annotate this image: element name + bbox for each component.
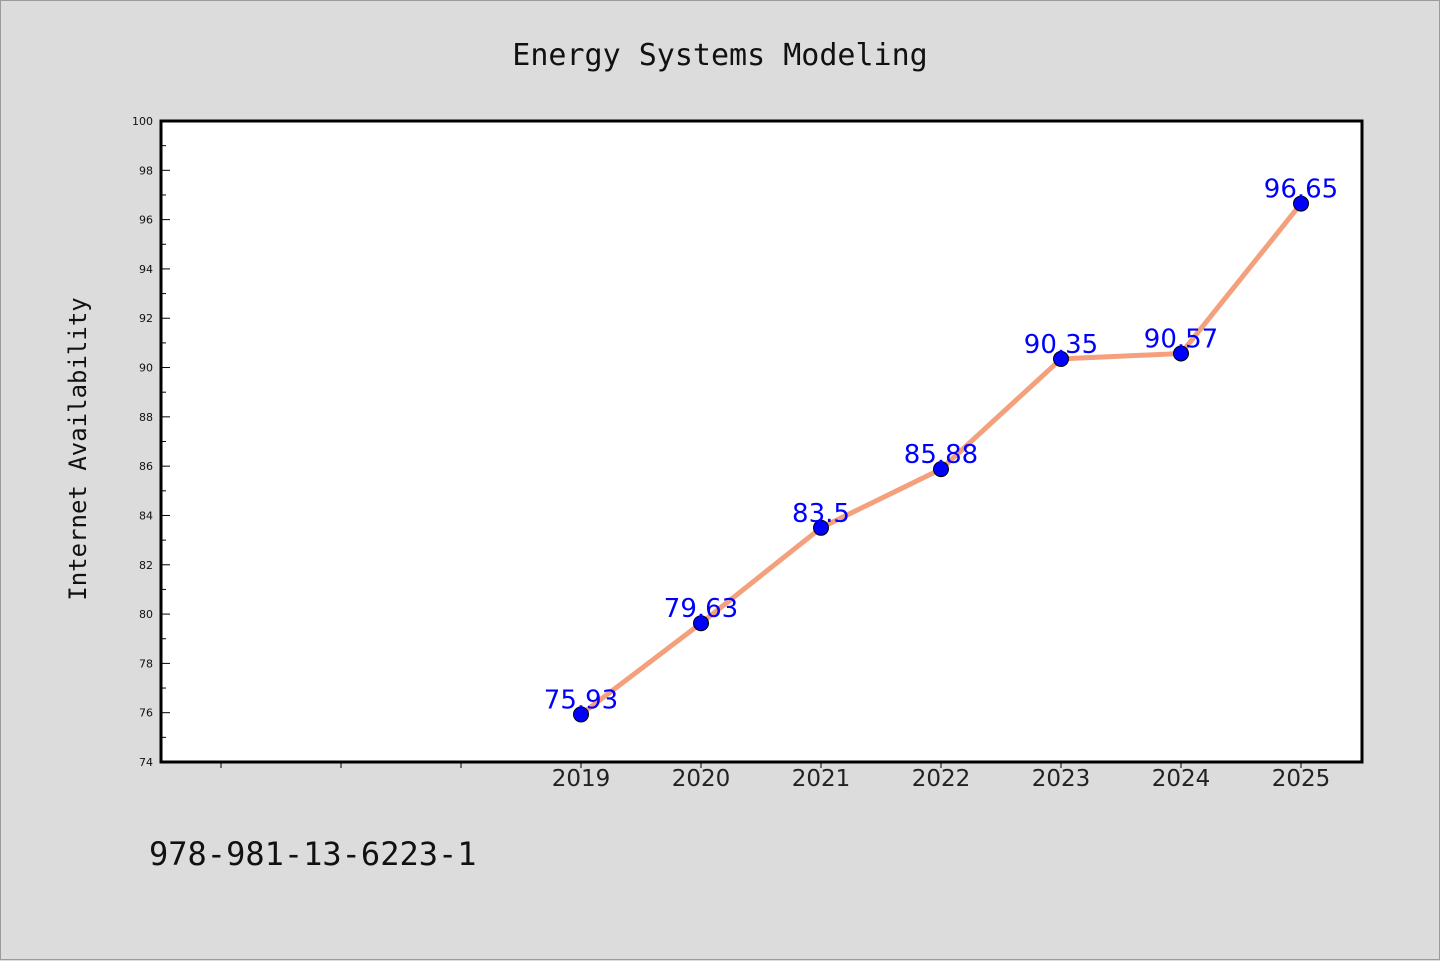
y-tick-label: 80 (139, 608, 153, 621)
data-point (693, 615, 709, 632)
data-label: 90.35 (1024, 330, 1098, 360)
chart-title: Energy Systems Modeling (512, 38, 927, 73)
data-point (1173, 345, 1189, 362)
x-tick-label: 2021 (792, 766, 851, 792)
data-label: 83.5 (792, 499, 850, 529)
data-point (1053, 350, 1069, 367)
y-tick-label: 96 (139, 214, 153, 227)
y-tick-label: 90 (139, 362, 153, 375)
y-axis-label: Internet Availability (64, 297, 92, 600)
data-label: 96.65 (1264, 175, 1338, 205)
data-point (573, 706, 589, 723)
series-layer: 75.93 79.63 83.5 85.88 90.35 90.57 96.65 (544, 175, 1338, 723)
y-tick-label: 88 (139, 411, 153, 424)
y-tick-label: 84 (139, 509, 153, 522)
y-tick-label: 94 (139, 263, 153, 276)
data-point (813, 519, 829, 536)
data-label: 75.93 (544, 685, 618, 715)
x-tick-label: 2020 (672, 766, 731, 792)
y-tick-label: 86 (139, 460, 153, 473)
data-point (1293, 195, 1309, 212)
y-tick-label: 98 (139, 164, 153, 177)
data-label: 85.88 (904, 440, 978, 470)
x-tick-label: 2025 (1272, 766, 1331, 792)
footnote-isbn: 978-981-13-6223-1 (149, 835, 477, 873)
y-tick-label: 74 (139, 756, 153, 769)
y-tick-label: 92 (139, 312, 153, 325)
plot-area (161, 121, 1362, 762)
data-point (933, 461, 949, 478)
y-tick-label: 100 (132, 115, 153, 128)
x-tick-label: 2024 (1152, 766, 1211, 792)
data-label: 90.57 (1144, 324, 1218, 354)
x-tick-label: 2019 (552, 766, 611, 792)
x-tick-label: 2022 (912, 766, 971, 792)
data-label: 79.63 (664, 594, 738, 624)
y-tick-label: 78 (139, 657, 153, 670)
plot-frame (159, 119, 1364, 764)
y-tick-label: 82 (139, 559, 153, 572)
y-tick-label: 76 (139, 707, 153, 720)
axis-ticks: 74 76 78 80 82 84 86 88 90 92 94 96 98 100 2019 2020 202… (132, 115, 1330, 792)
x-tick-label: 2023 (1032, 766, 1091, 792)
